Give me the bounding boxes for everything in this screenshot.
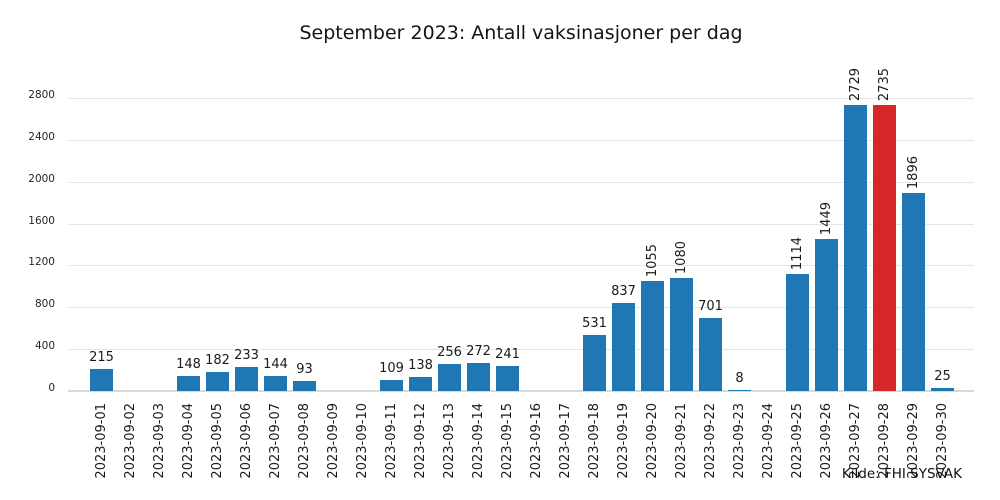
gridline-1200 xyxy=(68,265,974,267)
x-tick-label-2023-09-02: 2023-09-02 xyxy=(122,403,138,479)
x-tick-label-2023-09-24: 2023-09-24 xyxy=(760,403,776,479)
x-tick-label-2023-09-06: 2023-09-06 xyxy=(238,403,254,479)
bar-2023-09-25 xyxy=(786,274,809,391)
bar-value-label-2023-09-11: 109 xyxy=(379,360,404,376)
bar-2023-09-15 xyxy=(496,365,519,391)
x-tick-label-2023-09-22: 2023-09-22 xyxy=(702,403,718,479)
bar-2023-09-12 xyxy=(409,376,432,391)
x-tick-label-2023-09-08: 2023-09-08 xyxy=(296,403,312,479)
bar-value-label-2023-09-15: 241 xyxy=(495,346,520,362)
x-tick-label-2023-09-09: 2023-09-09 xyxy=(325,403,341,479)
bar-2023-09-06 xyxy=(235,366,258,391)
bar-2023-09-20 xyxy=(641,280,664,391)
source-caption: Kilde: FHI SYSVAK xyxy=(841,466,962,482)
x-tick-label-2023-09-11: 2023-09-11 xyxy=(383,403,399,479)
x-tick-label-2023-09-26: 2023-09-26 xyxy=(818,403,834,479)
bar-2023-09-11 xyxy=(380,379,403,391)
bar-2023-09-28 xyxy=(873,104,896,391)
x-tick-label-2023-09-04: 2023-09-04 xyxy=(180,403,196,479)
y-tick-label-1600: 1600 xyxy=(28,214,55,227)
bar-value-label-2023-09-25: 1114 xyxy=(789,237,805,271)
x-tick-label-2023-09-19: 2023-09-19 xyxy=(615,403,631,479)
bar-2023-09-21 xyxy=(670,277,693,391)
gridline-2400 xyxy=(68,139,974,141)
x-tick-label-2023-09-07: 2023-09-07 xyxy=(267,403,283,479)
bar-2023-09-23 xyxy=(728,390,751,391)
bar-value-label-2023-09-12: 138 xyxy=(408,357,433,373)
gridline-2800 xyxy=(68,98,974,99)
x-tick-label-2023-09-01: 2023-09-01 xyxy=(93,403,109,479)
x-tick-label-2023-09-03: 2023-09-03 xyxy=(151,403,167,479)
bar-2023-09-05 xyxy=(206,371,229,391)
bar-2023-09-29 xyxy=(902,192,925,391)
bar-2023-09-04 xyxy=(177,375,200,391)
x-tick-label-2023-09-10: 2023-09-10 xyxy=(354,403,370,479)
gridline-400 xyxy=(68,349,974,351)
y-tick-label-800: 800 xyxy=(34,298,55,311)
bar-value-label-2023-09-06: 233 xyxy=(234,347,259,363)
x-tick-label-2023-09-25: 2023-09-25 xyxy=(789,403,805,479)
bar-value-label-2023-09-13: 256 xyxy=(437,345,462,361)
bar-value-label-2023-09-22: 701 xyxy=(698,298,723,314)
bar-value-label-2023-09-30: 25 xyxy=(934,369,951,385)
x-tick-label-2023-09-05: 2023-09-05 xyxy=(209,403,225,479)
x-tick-label-2023-09-16: 2023-09-16 xyxy=(528,403,544,479)
bar-value-label-2023-09-08: 93 xyxy=(296,362,313,378)
bar-value-label-2023-09-29: 1896 xyxy=(905,155,921,189)
x-tick-label-2023-09-13: 2023-09-13 xyxy=(441,403,457,479)
bar-2023-09-30 xyxy=(931,388,954,391)
y-tick-label-400: 400 xyxy=(34,340,55,353)
bar-2023-09-26 xyxy=(815,239,838,391)
bar-2023-09-19 xyxy=(612,303,635,391)
bar-2023-09-22 xyxy=(699,317,722,391)
y-tick-label-2000: 2000 xyxy=(28,172,55,185)
bar-value-label-2023-09-18: 531 xyxy=(582,316,607,332)
x-tick-label-2023-09-23: 2023-09-23 xyxy=(731,403,747,479)
gridline-1600 xyxy=(68,223,974,225)
bar-value-label-2023-09-14: 272 xyxy=(466,343,491,359)
y-tick-label-2400: 2400 xyxy=(28,130,55,143)
bar-2023-09-07 xyxy=(264,375,287,391)
bar-value-label-2023-09-07: 144 xyxy=(263,356,288,372)
x-tick-label-2023-09-20: 2023-09-20 xyxy=(644,403,660,479)
bar-value-label-2023-09-27: 2729 xyxy=(847,68,863,102)
y-tick-label-2800: 2800 xyxy=(28,89,55,101)
x-tick-label-2023-09-12: 2023-09-12 xyxy=(412,403,428,479)
bar-2023-09-01 xyxy=(90,368,113,391)
bar-2023-09-14 xyxy=(467,362,490,391)
bar-value-label-2023-09-20: 1055 xyxy=(644,243,660,277)
bar-2023-09-13 xyxy=(438,364,461,391)
bar-value-label-2023-09-26: 1449 xyxy=(818,202,834,236)
bar-value-label-2023-09-21: 1080 xyxy=(673,240,689,274)
x-tick-label-2023-09-14: 2023-09-14 xyxy=(470,403,486,479)
gridline-2000 xyxy=(68,181,974,183)
x-tick-label-2023-09-21: 2023-09-21 xyxy=(673,403,689,479)
bar-value-label-2023-09-01: 215 xyxy=(89,349,114,365)
bar-value-label-2023-09-05: 182 xyxy=(205,352,230,368)
bar-value-label-2023-09-04: 148 xyxy=(176,356,201,372)
gridline-800 xyxy=(68,307,974,309)
gridline-0 xyxy=(68,390,974,392)
bar-2023-09-27 xyxy=(844,105,867,391)
y-tick-label-0: 0 xyxy=(48,382,55,394)
bar-value-label-2023-09-19: 837 xyxy=(611,284,636,300)
x-tick-label-2023-09-17: 2023-09-17 xyxy=(557,403,573,479)
bar-value-label-2023-09-28: 2735 xyxy=(876,67,892,101)
x-tick-label-2023-09-18: 2023-09-18 xyxy=(586,403,602,479)
bar-2023-09-08 xyxy=(293,381,316,391)
x-tick-label-2023-09-15: 2023-09-15 xyxy=(499,403,515,479)
bar-2023-09-18 xyxy=(583,335,606,391)
chart-title: September 2023: Antall vaksinasjoner per… xyxy=(299,22,743,44)
bar-value-label-2023-09-23: 8 xyxy=(735,371,744,386)
y-tick-label-1200: 1200 xyxy=(28,256,55,269)
